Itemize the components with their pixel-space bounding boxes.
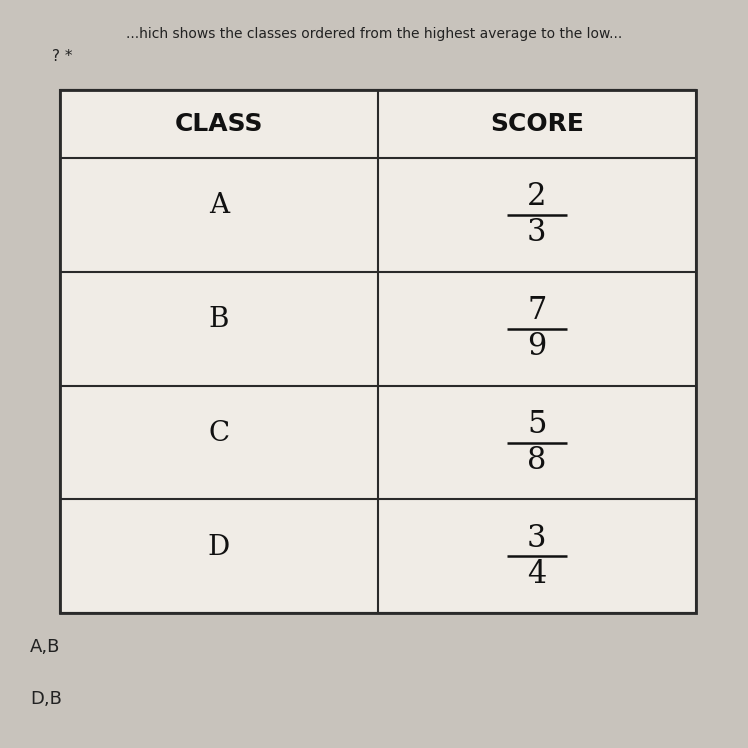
Bar (60, 90, 696, 613)
Text: 3: 3 (527, 218, 547, 248)
Text: CLASS: CLASS (174, 111, 263, 136)
Text: C: C (208, 420, 230, 447)
Text: 4: 4 (527, 560, 546, 590)
Bar (60, 90, 696, 613)
Text: B: B (209, 306, 229, 333)
Text: SCORE: SCORE (490, 111, 583, 136)
Text: A,B: A,B (30, 638, 61, 656)
Text: 7: 7 (527, 295, 546, 326)
Text: ...hich shows the classes ordered from the highest average to the low...: ...hich shows the classes ordered from t… (126, 27, 622, 40)
Text: ? *: ? * (52, 49, 73, 64)
Text: 8: 8 (527, 445, 546, 476)
Text: 3: 3 (527, 523, 547, 554)
Text: A: A (209, 192, 229, 219)
Text: 2: 2 (527, 181, 547, 212)
Text: D,B: D,B (30, 690, 62, 708)
Text: 5: 5 (527, 409, 547, 440)
Text: D: D (208, 534, 230, 561)
Text: 9: 9 (527, 331, 546, 362)
